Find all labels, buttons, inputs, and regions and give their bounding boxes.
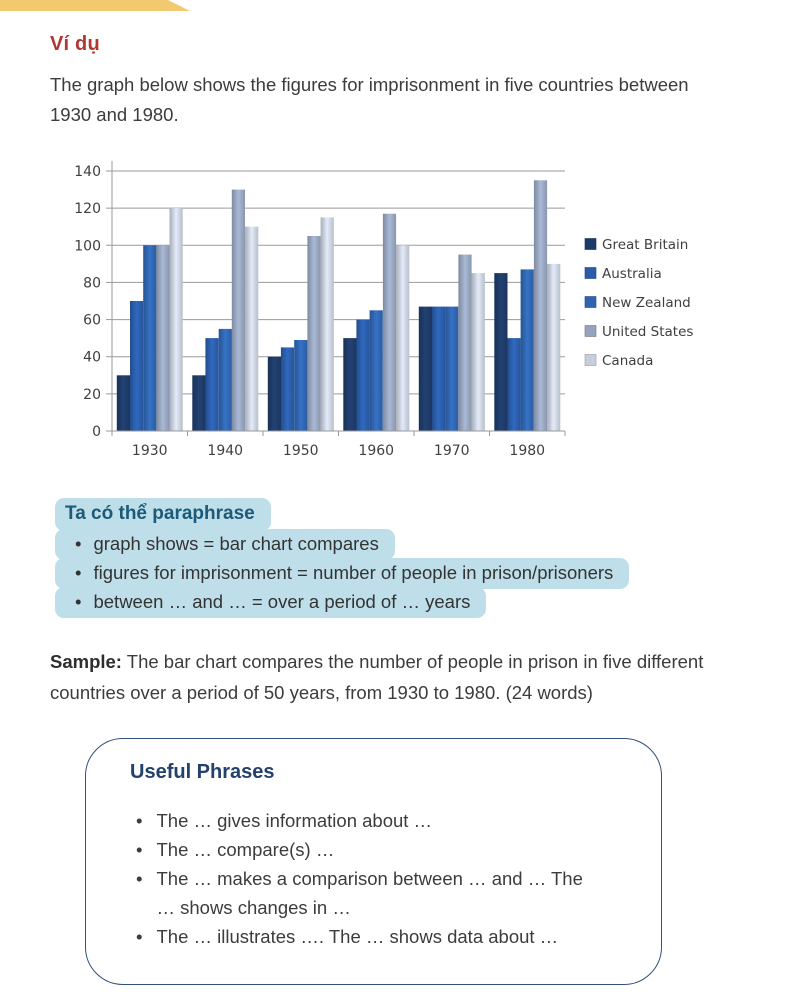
svg-text:Australia: Australia xyxy=(602,266,662,282)
svg-text:40: 40 xyxy=(83,350,101,366)
svg-text:0: 0 xyxy=(92,424,101,440)
imprisonment-bar-chart: 0 20 40 60 80 100 120 140 1930 1940 1950 1960 1970 19… xyxy=(50,144,750,474)
svg-text:1950: 1950 xyxy=(283,443,319,459)
useful-phrases-box: Useful Phrases • The … gives information… xyxy=(85,738,662,985)
svg-text:80: 80 xyxy=(83,275,101,291)
sample-label: Sample: xyxy=(50,651,122,672)
svg-text:United States: United States xyxy=(602,324,693,340)
bullet-icon: • xyxy=(75,562,82,583)
sample-text: The bar chart compares the number of peo… xyxy=(50,651,704,703)
paraphrase-item-text: between … and … = over a period of … yea… xyxy=(93,591,471,612)
paraphrase-item-text: figures for imprisonment = number of peo… xyxy=(93,562,614,583)
phrase-item-text: The … gives information about … xyxy=(156,810,433,831)
task-description: The graph below shows the figures for im… xyxy=(50,74,689,125)
svg-text:1960: 1960 xyxy=(358,443,394,459)
paraphrase-item: • between … and … = over a period of … y… xyxy=(55,587,487,618)
svg-text:1980: 1980 xyxy=(509,443,545,459)
phrase-item: • The … gives information about … xyxy=(128,806,603,835)
svg-text:120: 120 xyxy=(74,201,101,217)
phrase-item-text: The … compare(s) … xyxy=(156,839,335,860)
bullet-icon: • xyxy=(136,810,143,831)
example-heading: Ví dụ xyxy=(50,33,100,55)
svg-text:Great Britain: Great Britain xyxy=(602,237,688,253)
paraphrase-item: • graph shows = bar chart compares xyxy=(55,529,395,560)
sample-paragraph: Sample: The bar chart compares the numbe… xyxy=(50,646,730,708)
phrase-item: • The … makes a comparison between … and… xyxy=(128,864,603,922)
svg-text:1970: 1970 xyxy=(434,443,470,459)
bullet-icon: • xyxy=(136,868,143,889)
phrase-item-text: The … makes a comparison between … and …… xyxy=(156,868,583,918)
svg-text:140: 140 xyxy=(74,164,101,180)
svg-text:100: 100 xyxy=(74,238,101,254)
phrase-item: • The … compare(s) … xyxy=(128,835,603,864)
bullet-icon: • xyxy=(136,926,143,947)
bullet-icon: • xyxy=(75,591,82,612)
useful-phrases-list: • The … gives information about … • The … xyxy=(128,806,627,951)
paraphrase-block: Ta có thể paraphrase • graph shows = bar… xyxy=(55,498,740,618)
paraphrase-item: • figures for imprisonment = number of p… xyxy=(55,558,630,589)
phrase-item-text: The … illustrates …. The … shows data ab… xyxy=(156,926,559,947)
corner-ribbon xyxy=(0,0,190,11)
phrase-item: • The … illustrates …. The … shows data … xyxy=(128,922,603,951)
paraphrase-item-text: graph shows = bar chart compares xyxy=(93,533,379,554)
useful-phrases-title: Useful Phrases xyxy=(130,761,275,783)
svg-text:20: 20 xyxy=(83,387,101,403)
svg-text:Canada: Canada xyxy=(602,353,653,369)
svg-text:60: 60 xyxy=(83,313,101,329)
svg-text:1930: 1930 xyxy=(132,443,168,459)
bullet-icon: • xyxy=(75,533,82,554)
paraphrase-title: Ta có thể paraphrase xyxy=(55,498,271,531)
svg-text:1940: 1940 xyxy=(207,443,243,459)
bullet-icon: • xyxy=(136,839,143,860)
svg-text:New Zealand: New Zealand xyxy=(602,295,691,311)
